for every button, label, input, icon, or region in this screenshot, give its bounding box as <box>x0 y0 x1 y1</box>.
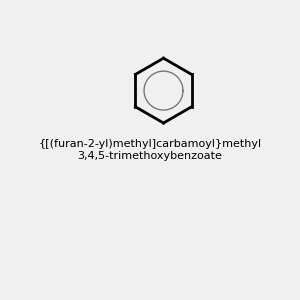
Text: {[(furan-2-yl)methyl]carbamoyl}methyl 3,4,5-trimethoxybenzoate: {[(furan-2-yl)methyl]carbamoyl}methyl 3,… <box>38 139 262 161</box>
